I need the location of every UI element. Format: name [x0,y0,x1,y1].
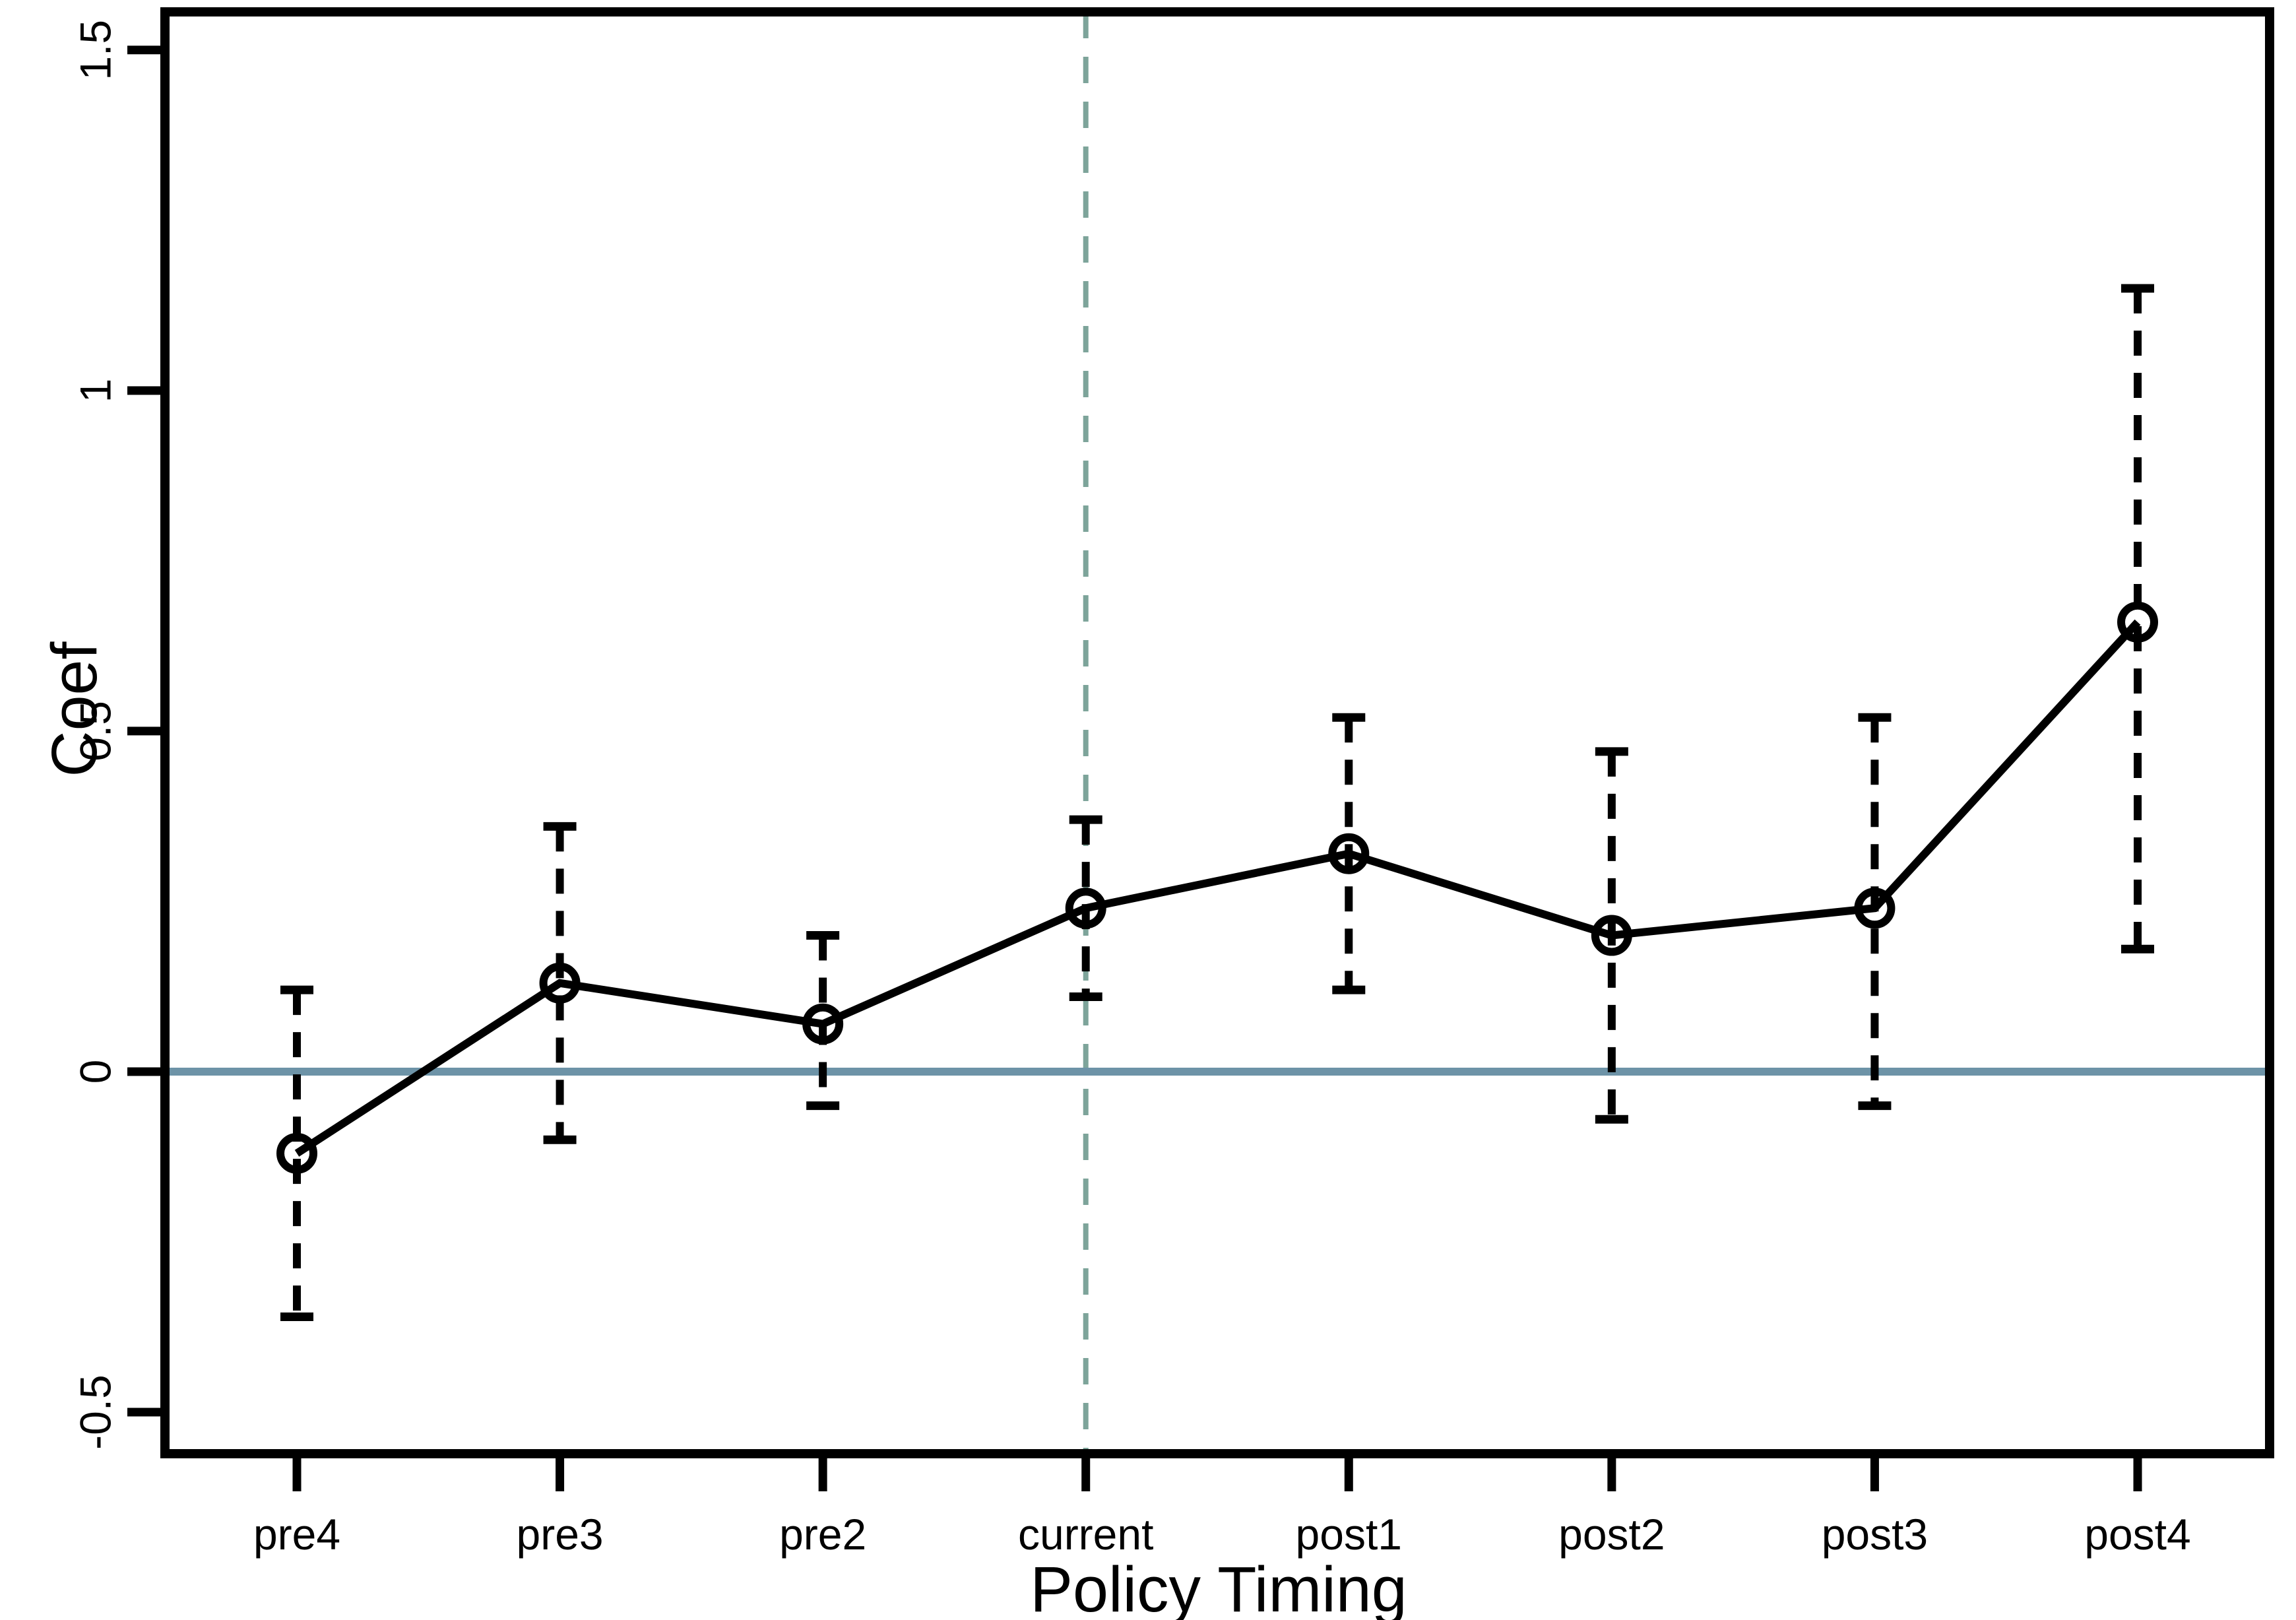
data-point-post4 [2117,601,2158,643]
data-point-pre2 [802,1003,844,1045]
x-tick-label-current: current [1018,1510,1153,1559]
data-point-pre4 [276,1132,317,1174]
y-tick-label: 0.5 [71,701,119,761]
x-tick-label-pre2: pre2 [779,1510,866,1559]
y-tick-label: 0 [71,1060,119,1084]
plot-frame [160,7,2274,1458]
x-tick-label-post4: post4 [2084,1510,2190,1559]
data-point-post2 [1591,915,1632,956]
coef-series-line [294,619,2141,1157]
data-point-post3 [1854,888,1896,929]
x-tick-label-pre3: pre3 [517,1510,604,1559]
x-tick-label-post2: post2 [1558,1510,1665,1559]
data-point-current [1065,888,1106,929]
data-point-post1 [1328,833,1370,874]
x-tick-label-post1: post1 [1296,1510,1402,1559]
y-tick-label: 1.5 [71,20,119,81]
y-tick-label: -0.5 [71,1375,119,1450]
data-point-pre3 [539,962,581,1004]
x-tick-label-post3: post3 [1822,1510,1928,1559]
x-axis-title: Policy Timing [1030,1553,1407,1620]
x-tick-label-pre4: pre4 [253,1510,340,1559]
y-tick-label: 1 [71,378,119,403]
y-axis-title: Coef [38,641,110,777]
